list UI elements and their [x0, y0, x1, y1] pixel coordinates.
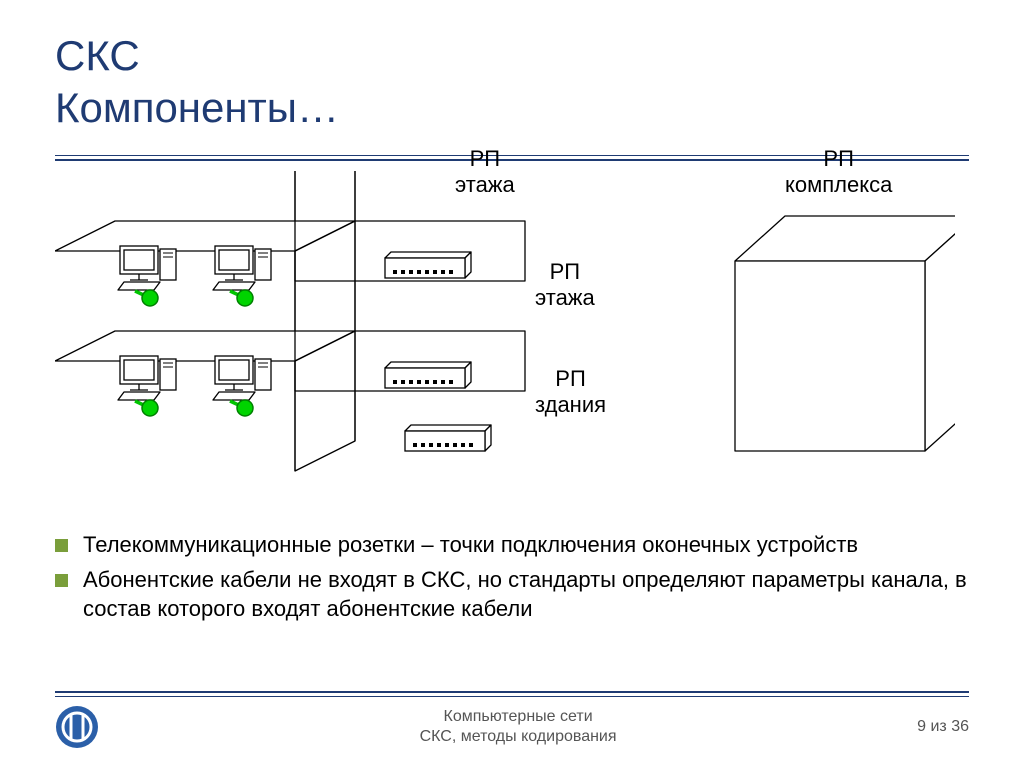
bullet-item: Телекоммуникационные розетки – точки под… [55, 531, 969, 560]
bullet-item: Абонентские кабели не входят в СКС, но с… [55, 566, 969, 623]
bullet-square-icon [55, 574, 68, 587]
page-number: 9 из 36 [917, 718, 969, 736]
label-rp-complex: РПкомплекса [785, 146, 892, 197]
diagram-svg [55, 171, 955, 521]
bullet-square-icon [55, 539, 68, 552]
footer-text: Компьютерные сети СКС, методы кодировани… [119, 707, 917, 747]
diagram: РПэтажа РПэтажа РПздания РПкомплекса [55, 171, 955, 521]
slide-title: СКСКомпоненты… [55, 30, 969, 141]
label-rp-floor-mid: РПэтажа [535, 259, 595, 310]
label-rp-floor-top: РПэтажа [455, 146, 515, 197]
bullet-text: Телекоммуникационные розетки – точки под… [83, 531, 858, 560]
bullet-list: Телекоммуникационные розетки – точки под… [55, 531, 969, 623]
footer-divider [55, 691, 969, 697]
label-rp-building: РПздания [535, 366, 606, 417]
bullet-text: Абонентские кабели не входят в СКС, но с… [83, 566, 969, 623]
footer: Компьютерные сети СКС, методы кодировани… [0, 702, 1024, 752]
logo-icon [55, 705, 99, 749]
